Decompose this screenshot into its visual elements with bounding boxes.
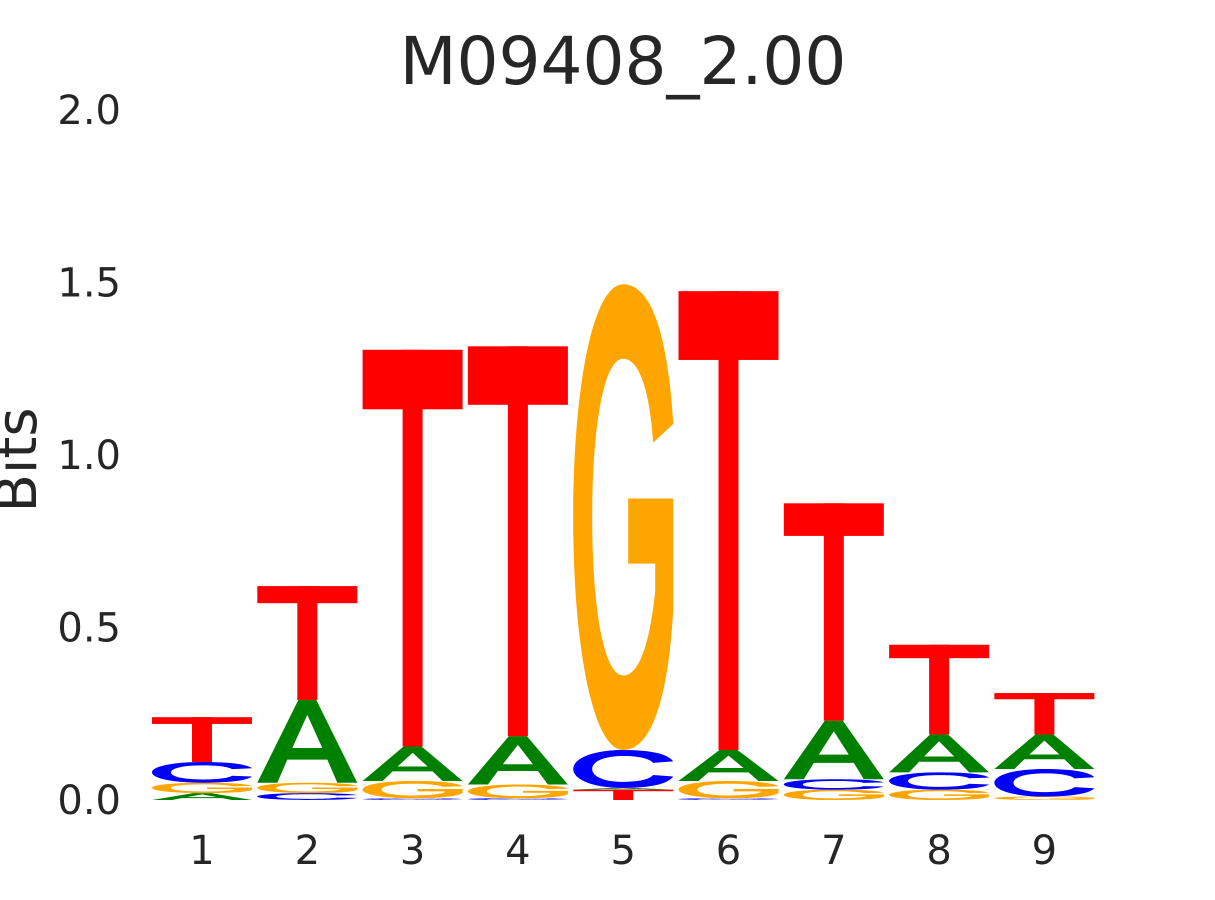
logo-letter-C xyxy=(678,798,779,800)
logo-letter-G xyxy=(783,789,884,800)
logo-column xyxy=(889,644,990,800)
logo-column xyxy=(994,693,1095,800)
y-tick-label: 1.0 xyxy=(57,433,121,479)
x-tick-label: 4 xyxy=(505,828,530,874)
logo-column xyxy=(783,503,884,800)
chart-title: M09408_2.00 xyxy=(400,23,847,100)
x-tick-label: 6 xyxy=(716,828,741,874)
x-tick-label: 7 xyxy=(821,828,846,874)
y-tick-label: 0.0 xyxy=(57,778,121,824)
y-tick-label: 2.0 xyxy=(57,88,121,134)
logo-letter-G xyxy=(362,781,463,799)
logo-letter-A xyxy=(257,699,358,783)
logo-column xyxy=(152,717,252,800)
logo-column xyxy=(362,349,463,800)
logo-letter-G xyxy=(152,782,252,794)
logo-letter-T xyxy=(678,291,779,750)
logo-letter-C xyxy=(152,762,252,783)
logo-letter-T xyxy=(152,717,252,763)
logo-column xyxy=(678,291,779,800)
logo-letter-T xyxy=(467,346,568,737)
y-tick-label: 1.5 xyxy=(57,261,121,307)
logo-letter-A xyxy=(783,720,884,780)
logo-letter-C xyxy=(994,768,1095,797)
logo-letter-A xyxy=(678,749,779,782)
logo-letter-C xyxy=(573,749,674,788)
logo-letter-T xyxy=(994,693,1095,735)
logo-letter-C xyxy=(889,772,990,790)
x-tick-label: 3 xyxy=(400,828,425,874)
logo-letter-T xyxy=(573,789,674,800)
logo-letter-G xyxy=(257,782,358,794)
logo-column xyxy=(573,284,674,800)
logo-letter-A xyxy=(573,787,674,790)
y-tick-label: 0.5 xyxy=(57,606,121,652)
logo-stacks xyxy=(152,284,1095,800)
x-axis-ticks: 1 2 3 4 5 6 7 8 9 xyxy=(189,828,1057,874)
logo-letter-C xyxy=(362,798,463,800)
y-axis-label: Bits xyxy=(0,407,50,512)
logo-letter-G xyxy=(994,796,1095,800)
logo-letter-C xyxy=(257,793,358,800)
logo-column xyxy=(257,586,358,800)
logo-letter-G xyxy=(678,781,779,799)
logo-letter-G xyxy=(573,284,674,750)
x-tick-label: 8 xyxy=(926,828,951,874)
logo-letter-T xyxy=(889,644,990,735)
logo-letter-G xyxy=(889,789,990,800)
logo-letter-G xyxy=(467,784,568,799)
logo-letter-A xyxy=(152,793,252,800)
logo-letter-A xyxy=(467,736,568,785)
logo-letter-A xyxy=(994,734,1095,769)
logo-letter-T xyxy=(362,349,463,747)
logo-letter-C xyxy=(467,798,568,800)
x-tick-label: 5 xyxy=(610,828,635,874)
x-tick-label: 9 xyxy=(1032,828,1057,874)
logo-letter-A xyxy=(889,734,990,773)
y-axis-ticks: 0.0 0.5 1.0 1.5 2.0 xyxy=(57,88,121,824)
x-tick-label: 1 xyxy=(189,828,214,874)
logo-letter-A xyxy=(362,746,463,782)
logo-letter-C xyxy=(783,779,884,790)
x-tick-label: 2 xyxy=(295,828,320,874)
logo-letter-T xyxy=(783,503,884,721)
logo-letter-T xyxy=(257,586,358,700)
logo-column xyxy=(467,346,568,800)
